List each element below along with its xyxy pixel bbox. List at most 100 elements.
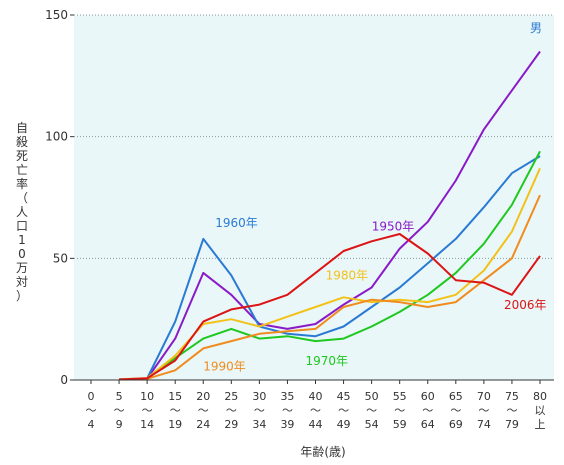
x-category-label: 10〜14 <box>140 390 154 431</box>
x-category-text: 〜 <box>506 404 517 417</box>
x-category-text: 40 <box>309 390 323 403</box>
x-category-text: 〜 <box>198 404 209 417</box>
x-category-text: 〜 <box>170 404 181 417</box>
x-category-label: 50〜54 <box>365 390 379 431</box>
x-category-text: 45 <box>337 390 351 403</box>
corner-note: 男 <box>530 21 542 35</box>
series-lines <box>119 50 541 381</box>
x-category-text: 24 <box>196 418 210 431</box>
y-tick-label: 150 <box>45 8 68 22</box>
x-category-text: 〜 <box>478 404 489 417</box>
y-axis-title-char: 1 <box>18 233 26 247</box>
x-category-text: 19 <box>168 418 182 431</box>
series-label: 2006年 <box>504 298 547 312</box>
x-category-text: 4 <box>88 418 95 431</box>
x-category-text: 〜 <box>366 404 377 417</box>
y-axis-title-char: 死 <box>16 149 28 163</box>
series-label: 1970年 <box>306 354 349 368</box>
x-category-text: 80 <box>533 390 547 403</box>
x-category-text: 50 <box>365 390 379 403</box>
x-category-text: 65 <box>449 390 463 403</box>
x-category-label: 20〜24 <box>196 390 210 431</box>
x-category-text: 70 <box>477 390 491 403</box>
y-axis-title-char: 0 <box>18 247 26 261</box>
x-category-text: 44 <box>309 418 323 431</box>
x-category-label: 0〜4 <box>86 390 97 431</box>
x-category-text: 54 <box>365 418 379 431</box>
x-category-label: 70〜74 <box>477 390 491 431</box>
x-category-label: 35〜39 <box>280 390 294 431</box>
x-category-text: 69 <box>449 418 463 431</box>
x-category-text: 20 <box>196 390 210 403</box>
x-category-label: 25〜29 <box>224 390 238 431</box>
x-category-text: 39 <box>280 418 294 431</box>
y-axis-title-char: 口 <box>16 219 28 233</box>
x-category-label: 45〜49 <box>337 390 351 431</box>
y-tick-label: 50 <box>53 251 68 265</box>
x-category-text: 〜 <box>254 404 265 417</box>
x-category-text: 上 <box>535 418 546 431</box>
y-axis-title-char: 対 <box>16 275 28 289</box>
x-category-text: 79 <box>505 418 519 431</box>
series-line-1960年 <box>119 155 541 381</box>
y-axis-title-char: 亡 <box>16 163 28 177</box>
x-category-text: 25 <box>224 390 238 403</box>
series-label: 1960年 <box>215 216 258 230</box>
x-category-text: 〜 <box>226 404 237 417</box>
x-axis-categories: 0〜45〜910〜1415〜1920〜2425〜2930〜3435〜3940〜4… <box>86 380 547 431</box>
x-category-text: 74 <box>477 418 491 431</box>
x-axis-title: 年齢(歳) <box>300 444 345 459</box>
y-tick-label: 100 <box>45 130 68 144</box>
x-category-text: 35 <box>280 390 294 403</box>
x-category-text: 〜 <box>142 404 153 417</box>
x-category-text: 29 <box>224 418 238 431</box>
x-category-text: 〜 <box>338 404 349 417</box>
x-category-text: 59 <box>393 418 407 431</box>
x-category-text: 15 <box>168 390 182 403</box>
x-category-label: 65〜69 <box>449 390 463 431</box>
x-category-label: 15〜19 <box>168 390 182 431</box>
series-label: 1950年 <box>372 220 415 234</box>
series-line-2006年 <box>119 233 541 381</box>
x-category-text: 34 <box>252 418 266 431</box>
x-category-text: 〜 <box>450 404 461 417</box>
y-tick-label: 0 <box>60 373 68 387</box>
x-category-text: 0 <box>88 390 95 403</box>
x-category-label: 75〜79 <box>505 390 519 431</box>
x-category-text: 10 <box>140 390 154 403</box>
x-category-text: 55 <box>393 390 407 403</box>
x-category-text: 〜 <box>86 404 97 417</box>
y-axis-title-char: 人 <box>16 205 28 219</box>
x-category-text: 9 <box>116 418 123 431</box>
x-category-label: 60〜64 <box>421 390 435 431</box>
x-category-text: 30 <box>252 390 266 403</box>
series-line-1990年 <box>119 194 541 381</box>
x-category-label: 30〜34 <box>252 390 266 431</box>
x-category-label: 40〜44 <box>309 390 323 431</box>
x-category-text: 60 <box>421 390 435 403</box>
y-axis-title-char: 万 <box>16 261 28 275</box>
gridlines <box>74 14 554 259</box>
y-axis-title-char: ） <box>16 289 28 303</box>
x-category-text: 〜 <box>310 404 321 417</box>
plot-background <box>74 15 554 380</box>
x-category-text: 〜 <box>422 404 433 417</box>
series-line-1970年 <box>119 150 541 381</box>
series-label: 1990年 <box>203 359 246 373</box>
series-line-1950年 <box>119 50 541 381</box>
y-axis-title-char: （ <box>16 191 28 205</box>
x-category-text: 49 <box>337 418 351 431</box>
x-category-text: 5 <box>116 390 123 403</box>
y-axis-title-char: 率 <box>16 176 28 191</box>
x-category-text: 〜 <box>114 404 125 417</box>
x-category-text: 以 <box>535 404 546 417</box>
x-category-text: 〜 <box>282 404 293 417</box>
x-category-label: 55〜59 <box>393 390 407 431</box>
x-category-text: 75 <box>505 390 519 403</box>
y-axis-title-char: 殺 <box>16 135 28 149</box>
y-axis-title-char: 自 <box>16 121 28 135</box>
x-category-text: 64 <box>421 418 435 431</box>
